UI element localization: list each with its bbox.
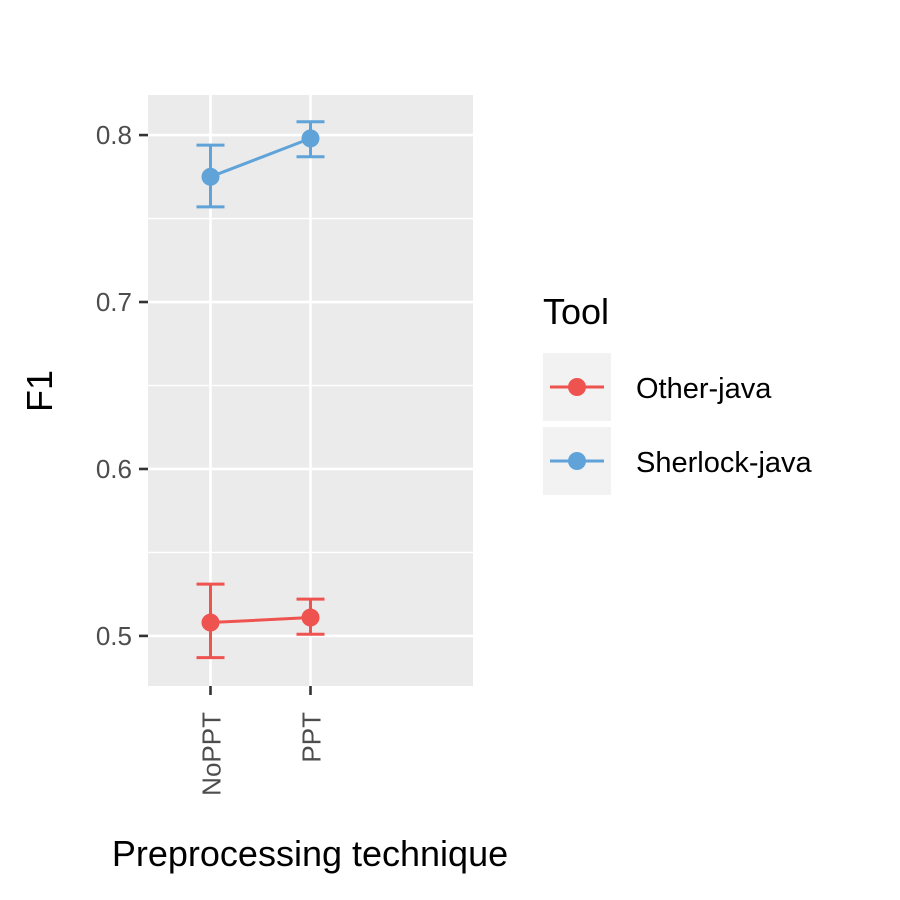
data-point <box>201 167 220 186</box>
y-tick-label: 0.5 <box>96 621 132 651</box>
y-tick-label: 0.8 <box>96 120 132 150</box>
y-tick-label: 0.7 <box>96 287 132 317</box>
data-point <box>201 613 220 632</box>
data-marks <box>196 120 325 660</box>
data-point <box>301 129 320 148</box>
x-axis-title: Preprocessing technique <box>112 833 508 874</box>
y-axis: 0.5 0.6 0.7 0.8 <box>96 120 148 651</box>
y-axis-title: F1 <box>19 370 60 412</box>
legend-label: Other-java <box>636 373 772 405</box>
x-tick-label: PPT <box>297 712 327 763</box>
legend-label: Sherlock-java <box>636 447 813 479</box>
legend-title: Tool <box>543 291 609 332</box>
data-point <box>301 608 320 627</box>
x-tick-label: NoPPT <box>197 712 227 796</box>
series-line <box>210 616 311 625</box>
x-axis: NoPPT PPT <box>197 686 327 796</box>
legend: Tool Other-java Sherlock-java <box>543 291 813 495</box>
series-line <box>209 137 312 179</box>
legend-key-point <box>568 452 586 470</box>
legend-key-point <box>568 378 586 396</box>
y-tick-label: 0.6 <box>96 454 132 484</box>
